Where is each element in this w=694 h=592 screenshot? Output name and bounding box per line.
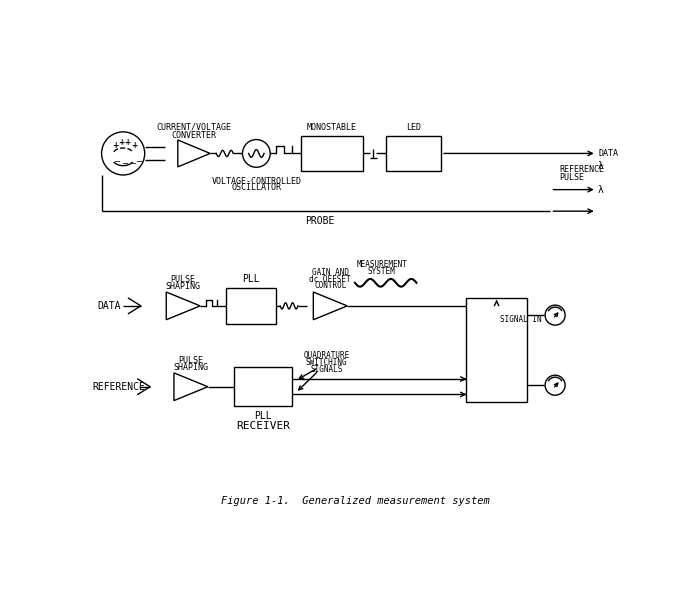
- Bar: [466, 298, 527, 402]
- Text: PULSE: PULSE: [171, 275, 196, 284]
- Text: VOLTAGE-CONTROLLED: VOLTAGE-CONTROLLED: [212, 176, 301, 185]
- Text: RECEIVER: RECEIVER: [236, 422, 290, 432]
- Text: CURRENT/VOLTAGE: CURRENT/VOLTAGE: [156, 123, 232, 132]
- Text: +: +: [125, 138, 131, 147]
- Text: PULSE: PULSE: [178, 356, 203, 365]
- Text: SWITCHING: SWITCHING: [305, 358, 347, 366]
- Text: CONVERTER: CONVERTER: [171, 131, 217, 140]
- Text: Figure 1-1.  Generalized measurement system: Figure 1-1. Generalized measurement syst…: [221, 496, 490, 506]
- Text: −: −: [135, 157, 142, 166]
- Text: PULSE: PULSE: [559, 173, 584, 182]
- Text: LED: LED: [406, 123, 421, 132]
- Text: SHAPING: SHAPING: [166, 282, 201, 291]
- Text: SYSTEM: SYSTEM: [368, 267, 396, 276]
- Text: CONTROL: CONTROL: [314, 281, 346, 291]
- Text: −: −: [114, 157, 121, 166]
- Text: OSCILLATOR: OSCILLATOR: [231, 184, 281, 192]
- Text: MONOSTABLE: MONOSTABLE: [307, 123, 357, 132]
- Text: QUADRATURE: QUADRATURE: [303, 351, 350, 360]
- Text: DATA: DATA: [98, 301, 121, 311]
- Bar: [226, 288, 276, 324]
- Text: +: +: [130, 141, 137, 150]
- Text: SIGNAL IN: SIGNAL IN: [500, 315, 541, 324]
- Text: REFERENCE: REFERENCE: [92, 382, 145, 392]
- Text: REFERENCE: REFERENCE: [559, 165, 604, 174]
- Text: −: −: [121, 159, 128, 168]
- Bar: [386, 136, 441, 171]
- Text: PLL: PLL: [242, 274, 260, 284]
- Text: +: +: [112, 141, 119, 150]
- Text: GAIN AND: GAIN AND: [312, 268, 349, 276]
- Text: PROBE: PROBE: [305, 216, 335, 226]
- Text: λ: λ: [598, 161, 603, 171]
- Bar: [234, 368, 291, 406]
- Text: PLL: PLL: [254, 411, 272, 420]
- Text: SIGNALS: SIGNALS: [310, 365, 343, 374]
- Text: dc OFFSET: dc OFFSET: [310, 275, 351, 284]
- Text: DATA: DATA: [598, 149, 618, 158]
- Text: +: +: [119, 138, 125, 147]
- Bar: [301, 136, 362, 171]
- Text: MEASUREMENT: MEASUREMENT: [357, 260, 407, 269]
- Text: SHAPING: SHAPING: [174, 363, 208, 372]
- Text: λ: λ: [598, 185, 603, 195]
- Text: −: −: [129, 159, 136, 168]
